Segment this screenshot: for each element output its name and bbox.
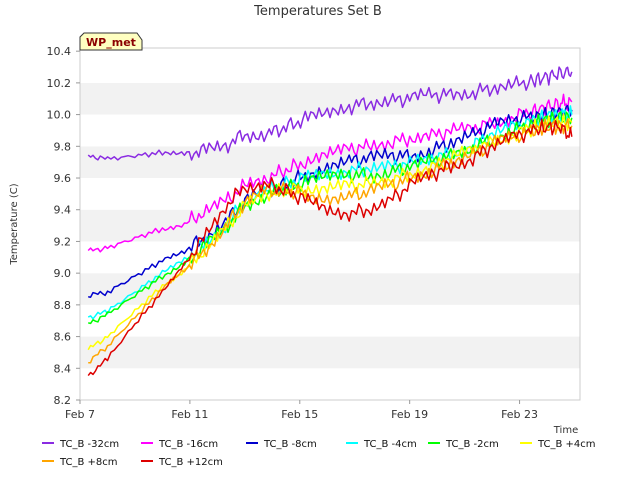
legend-label: TC_B +4cm (537, 439, 596, 450)
grid-band (80, 304, 580, 337)
legend-label: TC_B +8cm (59, 457, 118, 468)
legend-label: TC_B -8cm (263, 439, 317, 450)
legend-label: TC_B -16cm (158, 439, 218, 450)
y-tick-label: 8.8 (54, 299, 72, 312)
legend-label: TC_B -4cm (363, 439, 417, 450)
y-tick-label: 10.0 (47, 109, 72, 122)
y-tick-label: 9.0 (54, 267, 72, 280)
grid-band (80, 368, 580, 400)
grid-band (80, 82, 580, 115)
series-line-2 (88, 104, 573, 298)
x-axis-ticks: Feb 7 Feb 11 Feb 15 Feb 19 Feb 23 (65, 400, 538, 421)
y-axis-ticks: 8.2 8.4 8.6 8.8 9.0 9.2 9.4 9.6 9.8 10.0 10.2 10.4 (47, 45, 80, 407)
x-tick-label: Feb 23 (501, 408, 538, 421)
x-tick-label: Feb 19 (391, 408, 428, 421)
legend-label: TC_B -32cm (59, 439, 119, 450)
y-tick-label: 8.4 (54, 362, 72, 375)
series-line-3 (87, 105, 573, 320)
y-tick-label: 8.6 (54, 331, 72, 344)
grid-band (80, 209, 580, 242)
badge-label: WP_met (86, 36, 136, 49)
plot-area-border (79, 47, 581, 401)
chart-title: Temperatures Set B (253, 4, 382, 19)
legend-label: TC_B +12cm (158, 457, 223, 468)
x-tick-label: Feb 15 (281, 408, 318, 421)
grid-band (80, 336, 580, 369)
series-line-6 (88, 118, 573, 364)
badge-shape (79, 32, 143, 51)
x-tick-label: Feb 11 (171, 408, 208, 421)
legend: TC_B -32cm TC_B -16cm TC_B -8cm TC_B -4cm TC… (42, 439, 596, 468)
x-axis-label: Time (553, 425, 578, 436)
series-line-0 (87, 66, 573, 161)
x-tick-label: Feb 7 (65, 408, 95, 421)
y-tick-label: 9.6 (54, 172, 72, 185)
station-badge: WP_met (79, 32, 143, 51)
y-tick-label: 9.4 (54, 204, 72, 217)
grid-band (80, 51, 580, 83)
series-line-7 (87, 118, 573, 377)
grid-band (80, 241, 580, 274)
y-tick-label: 10.2 (47, 77, 72, 90)
y-tick-label: 8.2 (54, 394, 72, 407)
legend-label: TC_B -2cm (445, 439, 499, 450)
grid-band (80, 146, 580, 179)
y-tick-label: 9.8 (54, 140, 72, 153)
y-tick-label: 9.2 (54, 235, 72, 248)
series-lines (87, 66, 573, 377)
grid-bands (80, 51, 580, 400)
y-tick-label: 10.4 (47, 45, 72, 58)
y-axis-label: Temperature (C) (9, 183, 20, 265)
